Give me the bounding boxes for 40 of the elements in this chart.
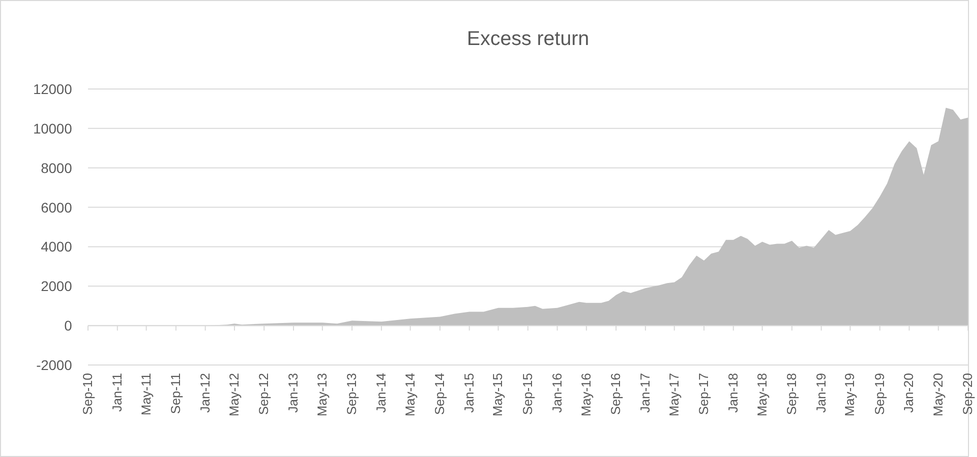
x-tick-label: Jan-17: [637, 373, 652, 413]
x-tick-label: Jan-12: [197, 373, 212, 413]
x-tick-label: Sep-18: [784, 373, 799, 415]
x-tick-label: Jan-13: [285, 373, 300, 413]
x-tick-label: Sep-16: [608, 373, 624, 415]
x-tick-label: Sep-19: [872, 373, 887, 415]
x-tick-label: Sep-17: [696, 373, 711, 415]
x-tick-label: Jan-14: [373, 373, 388, 413]
x-tick-label: Jan-20: [901, 373, 916, 413]
x-tick-label: Sep-13: [344, 373, 360, 415]
x-tick-label: May-16: [578, 373, 594, 416]
x-tick-label: May-15: [490, 373, 506, 416]
y-tick-label: 8000: [40, 160, 72, 176]
x-tick-label: Jan-19: [813, 373, 828, 413]
y-tick-label: 4000: [40, 238, 72, 255]
x-tick-label: May-11: [138, 373, 154, 416]
x-tick-label: Sep-12: [256, 373, 272, 415]
x-tick-label: Sep-14: [432, 373, 447, 415]
x-tick-label: May-14: [402, 373, 418, 416]
y-tick-label: 2000: [40, 278, 72, 294]
x-tick-label: Jan-15: [461, 373, 476, 413]
x-tick-label: Jan-11: [109, 373, 124, 412]
y-tick-label: 0: [64, 318, 72, 334]
y-tick-label: 6000: [40, 199, 72, 216]
x-tick-label: May-20: [930, 373, 946, 416]
x-tick-label: May-18: [754, 373, 770, 416]
x-tick-label: Sep-20: [960, 373, 975, 415]
x-tick-label: May-13: [314, 373, 330, 416]
x-tick-label: Jan-18: [725, 373, 740, 413]
x-tick-label: Sep-10: [80, 373, 95, 415]
y-tick-label: -2000: [36, 357, 72, 373]
chart-title: Excess return: [466, 28, 590, 50]
x-tick-label: May-19: [842, 373, 858, 416]
y-tick-label: 12000: [33, 81, 72, 97]
x-tick-label: May-12: [226, 373, 242, 416]
x-tick-label: Sep-15: [520, 373, 535, 415]
x-tick-label: Jan-16: [549, 373, 564, 413]
y-tick-label: 10000: [33, 120, 72, 136]
x-tick-label: Sep-11: [168, 373, 183, 414]
x-tick-label: May-17: [666, 373, 682, 416]
